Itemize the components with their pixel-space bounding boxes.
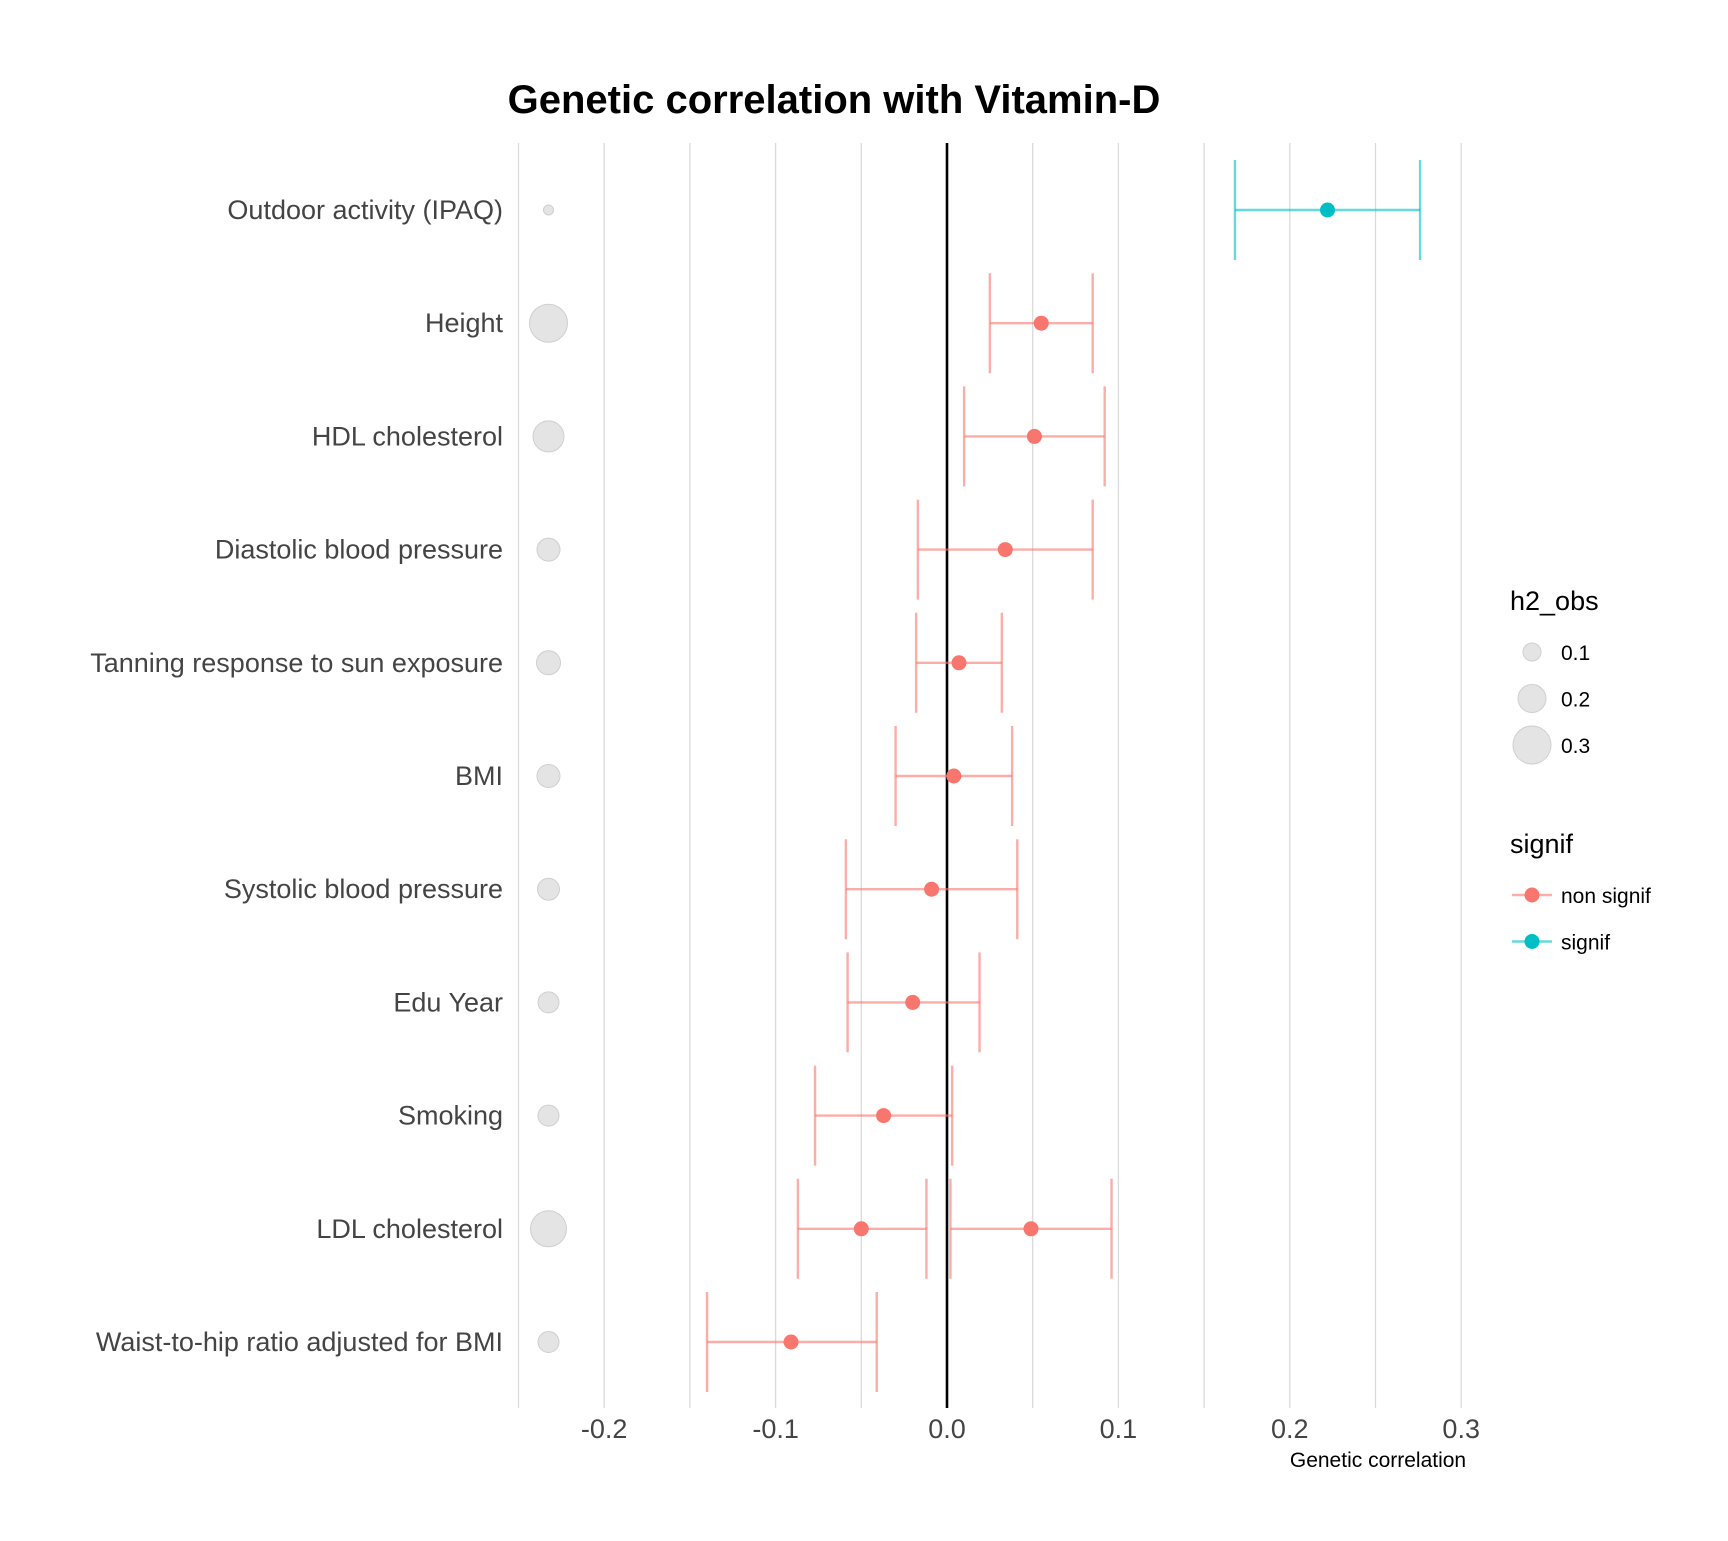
h2-obs-marker (542, 204, 554, 216)
legend-size-label: 0.3 (1561, 735, 1590, 758)
h2-obs-marker (536, 877, 560, 901)
correlation-point (905, 994, 921, 1010)
correlation-point (1033, 315, 1049, 331)
correlation-point (853, 1221, 869, 1237)
y-tick-label: Waist-to-hip ratio adjusted for BMI (96, 1327, 503, 1357)
legend-size-key (1517, 684, 1547, 713)
x-tick-label: -0.2 (581, 1414, 628, 1444)
y-tick-label: BMI (455, 761, 503, 791)
y-tick-label: Edu Year (393, 987, 503, 1017)
error-bars (705, 160, 1422, 1392)
h2-obs-marker (535, 650, 561, 676)
correlation-point (876, 1108, 892, 1124)
correlation-point (783, 1334, 799, 1350)
x-tick-label: 0.1 (1100, 1414, 1138, 1444)
x-axis-label: Genetic correlation (1290, 1449, 1466, 1472)
legend-color-title: signif (1510, 829, 1574, 859)
correlation-point (1026, 428, 1042, 444)
x-tick-label: 0.0 (928, 1414, 966, 1444)
correlation-point (1023, 1221, 1039, 1237)
legend-size-label: 0.1 (1561, 642, 1590, 665)
correlation-point (997, 542, 1013, 558)
y-tick-label: Systolic blood pressure (224, 874, 503, 904)
x-tick-label: 0.3 (1442, 1414, 1480, 1444)
y-tick-label: Height (425, 308, 504, 338)
legend-color-dot (1524, 934, 1540, 949)
legend-size-key (1522, 642, 1542, 662)
h2-obs-marker (536, 537, 561, 562)
correlation-point (924, 881, 940, 897)
h2-obs-marker (529, 1210, 567, 1248)
h2-obs-marker (537, 1104, 560, 1127)
y-tick-label: Smoking (398, 1101, 503, 1131)
x-tick-label: -0.1 (752, 1414, 799, 1444)
h2-obs-marker (536, 764, 561, 788)
y-tick-label: Tanning response to sun exposure (90, 648, 503, 678)
y-tick-label: LDL cholesterol (316, 1214, 503, 1244)
correlation-point (951, 655, 967, 671)
y-tick-label: Outdoor activity (IPAQ) (227, 195, 503, 225)
legend: h2_obs signif 0.1 0.2 0.3 non signif signif (1510, 586, 1651, 955)
x-tick-label: 0.2 (1271, 1414, 1309, 1444)
chart-title: Genetic correlation with Vitamin-D (508, 78, 1161, 122)
legend-size-label: 0.2 (1561, 689, 1590, 712)
x-tick-labels: -0.2 -0.1 0.0 0.1 0.2 0.3 (581, 1414, 1480, 1444)
y-tick-label: HDL cholesterol (312, 421, 503, 451)
h2-obs-marker (537, 1331, 560, 1353)
y-tick-label: Diastolic blood pressure (215, 535, 503, 565)
h2-obs-marker (532, 420, 565, 453)
h2-obs-marker (537, 991, 560, 1014)
correlation-points (783, 202, 1336, 1350)
legend-size-key (1512, 725, 1552, 765)
legend-color-label: signif (1561, 932, 1610, 955)
legend-color-label: non signif (1561, 885, 1651, 908)
legend-size-title: h2_obs (1510, 586, 1599, 616)
h2-obs-marker (528, 303, 568, 343)
y-tick-labels: Outdoor activity (IPAQ) Height HDL cholest… (90, 195, 503, 1357)
legend-color-dot (1524, 887, 1540, 903)
h2-size-markers (528, 204, 568, 1353)
correlation-point (1320, 202, 1336, 218)
correlation-point (946, 768, 962, 784)
